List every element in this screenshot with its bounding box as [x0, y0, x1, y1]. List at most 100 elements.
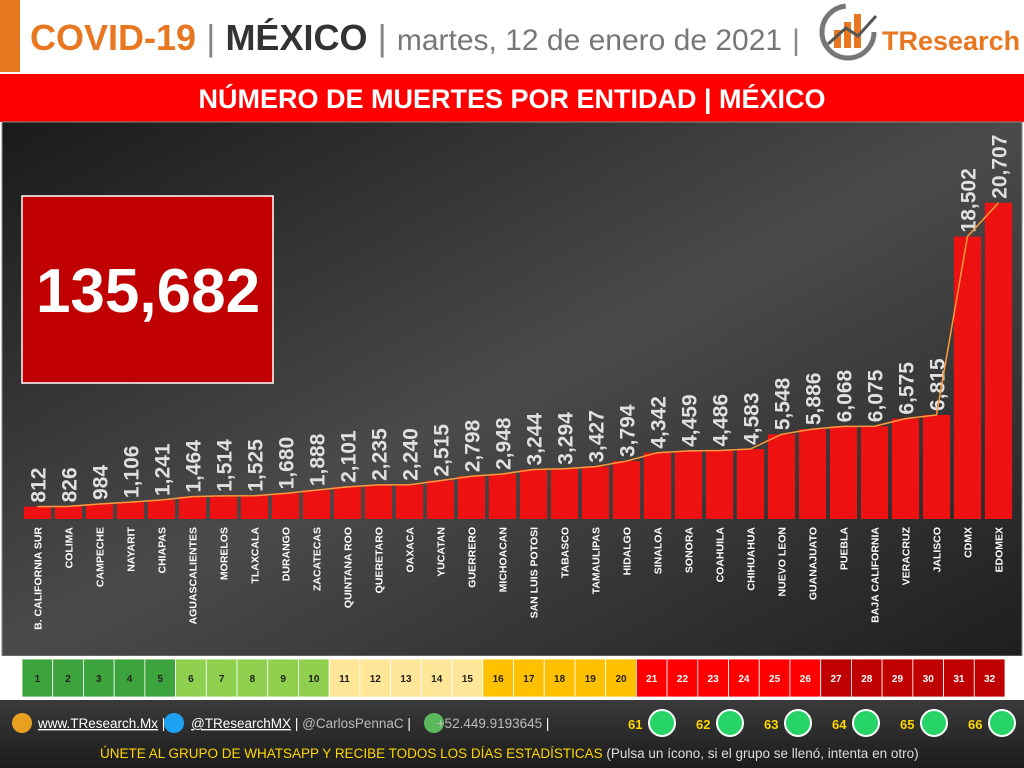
- value-label: 3,294: [555, 412, 578, 465]
- x-tick-label: CAMPECHE: [95, 527, 107, 587]
- bar: [612, 461, 641, 519]
- x-tick-label: B. CALIFORNIA SUR: [33, 527, 45, 630]
- bar: [829, 426, 858, 519]
- x-tick-label: TLAXCALA: [250, 527, 262, 584]
- rank-label: 12: [370, 674, 382, 685]
- bar: [395, 484, 424, 519]
- separator: |: [295, 716, 299, 731]
- rank-label: 23: [708, 674, 720, 685]
- bar: [488, 473, 517, 519]
- bar: [984, 202, 1013, 519]
- logo-bar: [834, 30, 841, 48]
- x-tick-label: CDMX: [963, 527, 975, 558]
- value-label: 2,798: [462, 419, 485, 472]
- logo-ring: [819, 3, 877, 61]
- bar: [550, 468, 579, 519]
- x-tick-label: BAJA CALIFORNIA: [870, 527, 882, 623]
- twitter[interactable]: @TResearchMX: [191, 716, 291, 731]
- x-tick-label: COAHUILA: [715, 527, 727, 583]
- rank-label: 9: [280, 674, 286, 685]
- whatsapp-icon[interactable]: [852, 709, 880, 737]
- whatsapp-icon[interactable]: [988, 709, 1016, 737]
- rank-cell: [267, 658, 299, 698]
- x-tick-label: SAN LUIS POTOSI: [529, 527, 541, 618]
- rank-label: 31: [953, 674, 965, 685]
- website[interactable]: www.TResearch.Mx: [37, 716, 158, 731]
- rank-label: 25: [769, 674, 781, 685]
- rank-cell: [21, 658, 54, 698]
- whatsapp-icon[interactable]: [716, 709, 744, 737]
- bar: [860, 426, 889, 519]
- x-tick-label: MICHOACAN: [498, 527, 510, 592]
- rank-label: 16: [493, 674, 505, 685]
- x-tick-label: GUERRERO: [467, 527, 479, 588]
- x-tick-label: CHIHUAHUA: [746, 527, 758, 591]
- contacts: www.TResearch.Mx | @TResearchMX | @Carlo…: [37, 716, 549, 731]
- logo-bar: [844, 22, 851, 48]
- x-tick-label: EDOMEX: [994, 527, 1006, 573]
- whatsapp-icon[interactable]: [784, 709, 812, 737]
- x-tick-label: ZACATECAS: [312, 527, 324, 591]
- x-tick-label: HIDALGO: [622, 527, 634, 575]
- x-tick-label: SINALOA: [653, 527, 665, 575]
- rank-cell: [574, 658, 607, 698]
- footer-note: (Pulsa un ícono, si el grupo se llenó, i…: [606, 746, 918, 761]
- twitter-personal[interactable]: @CarlosPennaC: [302, 716, 404, 731]
- call-to-action: ÚNETE AL GRUPO DE WHATSAPP Y RECIBE TODO…: [100, 746, 603, 761]
- whatsapp-icon[interactable]: [920, 709, 948, 737]
- phone[interactable]: +52.449.9193645: [437, 716, 542, 731]
- rank-label: 29: [892, 674, 904, 685]
- rank-label: 10: [308, 674, 320, 685]
- value-label: 812: [28, 468, 51, 503]
- bar: [581, 466, 610, 519]
- rank-label: 24: [738, 674, 750, 685]
- bar: [426, 480, 455, 519]
- rank-cell: [144, 658, 176, 698]
- group-number: 62: [696, 717, 710, 732]
- bar: [240, 495, 269, 519]
- value-label: 5,886: [803, 373, 826, 426]
- web-icon: [12, 713, 32, 733]
- header-covid: COVID-19: [30, 17, 196, 58]
- rank-cell: [83, 658, 115, 698]
- value-label: 18,502: [958, 168, 981, 232]
- logo-arrow: [827, 14, 878, 46]
- group-number: 66: [968, 717, 982, 732]
- value-label: 1,680: [276, 437, 299, 490]
- group-number: 64: [832, 717, 847, 732]
- rank-cell: [820, 658, 852, 698]
- value-label: 3,794: [617, 404, 640, 457]
- rank-cell: [420, 658, 453, 698]
- value-label: 984: [90, 465, 113, 500]
- rank-cell: [513, 658, 545, 698]
- bar: [85, 503, 114, 519]
- bar: [364, 484, 393, 519]
- bar: [457, 476, 486, 519]
- rank-cell: [666, 658, 699, 698]
- rank-cell: [482, 658, 514, 698]
- value-label: 6,075: [865, 369, 888, 422]
- x-tick-label: JALISCO: [932, 527, 944, 573]
- x-tick-label: DURANGO: [281, 527, 293, 581]
- value-label: 1,241: [152, 443, 175, 496]
- total-value: 135,682: [36, 257, 260, 326]
- rank-label: 4: [127, 674, 133, 685]
- rank-cell: [175, 658, 207, 698]
- x-tick-label: TABASCO: [560, 527, 572, 578]
- rank-label: 21: [646, 674, 658, 685]
- value-label: 5,548: [772, 377, 795, 430]
- header-separator: |: [377, 17, 386, 58]
- rank-label: 15: [462, 674, 474, 685]
- rank-label: 14: [431, 674, 443, 685]
- rank-cell: [881, 658, 914, 698]
- rank-cell: [359, 658, 392, 698]
- rank-label: 5: [157, 674, 163, 685]
- rank-label: 13: [400, 674, 412, 685]
- rank-cell: [789, 658, 822, 698]
- header-date: martes, 12 de enero de 2021: [397, 24, 782, 57]
- x-tick-label: MORELOS: [219, 527, 231, 580]
- whatsapp-icon[interactable]: [648, 709, 676, 737]
- bar: [271, 493, 300, 519]
- value-label: 826: [59, 467, 82, 502]
